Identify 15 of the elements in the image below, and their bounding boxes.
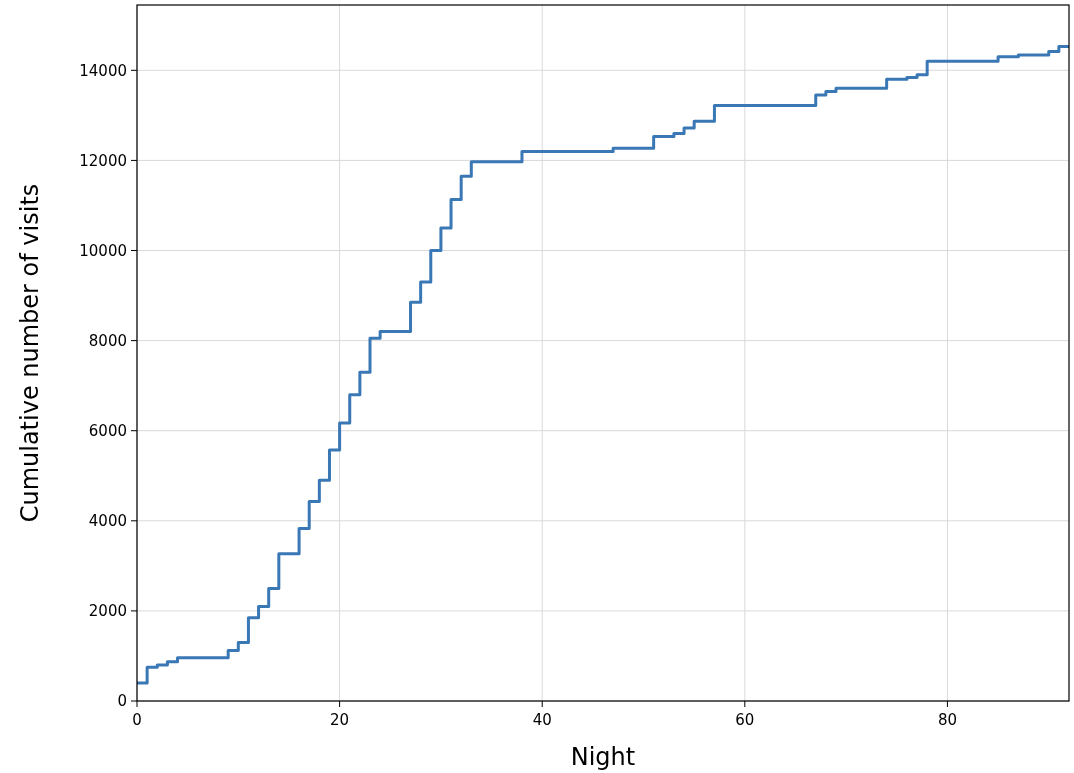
y-tick-label: 8000 [88, 331, 127, 350]
x-tick-label: 40 [532, 711, 552, 729]
x-axis-title: Night [570, 743, 636, 771]
y-tick-label: 2000 [88, 602, 127, 621]
y-tick-label: 6000 [88, 421, 127, 440]
x-tick-label: 80 [937, 711, 957, 729]
x-tick-label: 0 [132, 711, 142, 729]
y-tick-label: 14000 [79, 61, 127, 80]
y-tick-label: 0 [117, 692, 127, 711]
x-tick-label: 60 [735, 711, 755, 729]
y-tick-label: 12000 [79, 151, 127, 170]
x-tick-label: 20 [330, 711, 350, 729]
y-axis-title: Cumulative number of visits [16, 183, 44, 523]
y-tick-label: 10000 [79, 241, 127, 260]
y-tick-label: 4000 [88, 512, 127, 531]
